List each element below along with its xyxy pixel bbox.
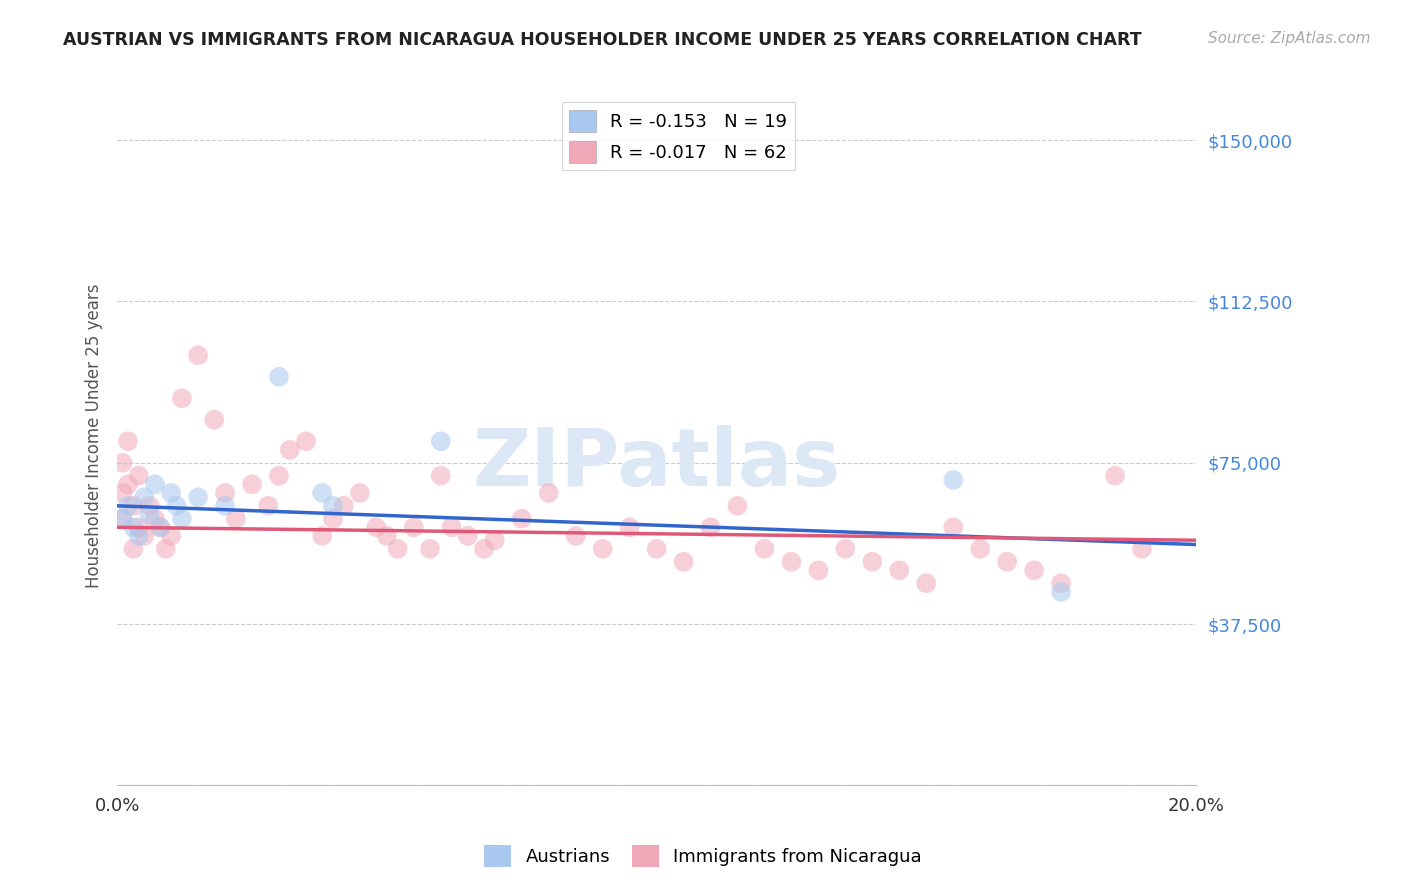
Point xyxy=(727,499,749,513)
Point xyxy=(322,499,344,513)
Point xyxy=(214,486,236,500)
Point xyxy=(1104,468,1126,483)
Point xyxy=(942,473,965,487)
Point xyxy=(187,348,209,362)
Point xyxy=(166,499,188,513)
Point xyxy=(619,520,641,534)
Point xyxy=(387,541,409,556)
Point xyxy=(311,486,333,500)
Point xyxy=(122,499,145,513)
Point xyxy=(672,555,695,569)
Point xyxy=(111,512,134,526)
Point xyxy=(807,563,830,577)
Point xyxy=(170,512,193,526)
Point xyxy=(122,520,145,534)
Point xyxy=(111,456,134,470)
Point xyxy=(225,512,247,526)
Point xyxy=(138,508,160,522)
Point xyxy=(510,512,533,526)
Point xyxy=(780,555,803,569)
Point xyxy=(138,499,160,513)
Point xyxy=(160,529,183,543)
Point xyxy=(134,490,156,504)
Point xyxy=(187,490,209,504)
Point xyxy=(311,529,333,543)
Point xyxy=(754,541,776,556)
Point xyxy=(889,563,911,577)
Point xyxy=(537,486,560,500)
Point xyxy=(170,391,193,405)
Point xyxy=(440,520,463,534)
Point xyxy=(699,520,721,534)
Point xyxy=(995,555,1018,569)
Point xyxy=(134,529,156,543)
Point xyxy=(430,434,453,449)
Y-axis label: Householder Income Under 25 years: Householder Income Under 25 years xyxy=(86,284,103,588)
Point xyxy=(128,529,150,543)
Point xyxy=(267,468,290,483)
Point xyxy=(117,499,139,513)
Text: AUSTRIAN VS IMMIGRANTS FROM NICARAGUA HOUSEHOLDER INCOME UNDER 25 YEARS CORRELAT: AUSTRIAN VS IMMIGRANTS FROM NICARAGUA HO… xyxy=(63,31,1142,49)
Point xyxy=(430,468,453,483)
Point xyxy=(202,413,225,427)
Point xyxy=(942,520,965,534)
Point xyxy=(143,477,166,491)
Point xyxy=(117,434,139,449)
Point xyxy=(267,369,290,384)
Point xyxy=(1024,563,1046,577)
Point xyxy=(645,541,668,556)
Point xyxy=(122,541,145,556)
Point xyxy=(149,520,172,534)
Point xyxy=(332,499,354,513)
Point xyxy=(472,541,495,556)
Point xyxy=(1050,585,1073,599)
Legend: Austrians, Immigrants from Nicaragua: Austrians, Immigrants from Nicaragua xyxy=(477,838,929,874)
Point xyxy=(1050,576,1073,591)
Point xyxy=(143,512,166,526)
Point xyxy=(240,477,263,491)
Point xyxy=(214,499,236,513)
Point xyxy=(564,529,586,543)
Legend: R = -0.153   N = 19, R = -0.017   N = 62: R = -0.153 N = 19, R = -0.017 N = 62 xyxy=(561,103,794,169)
Point xyxy=(969,541,991,556)
Point xyxy=(149,520,172,534)
Point xyxy=(419,541,441,556)
Point xyxy=(1130,541,1153,556)
Point xyxy=(349,486,371,500)
Point xyxy=(160,486,183,500)
Point xyxy=(834,541,856,556)
Text: Source: ZipAtlas.com: Source: ZipAtlas.com xyxy=(1208,31,1371,46)
Point xyxy=(111,486,134,500)
Text: ZIPatlas: ZIPatlas xyxy=(472,425,841,503)
Point xyxy=(295,434,318,449)
Point xyxy=(915,576,938,591)
Point xyxy=(117,477,139,491)
Point xyxy=(128,520,150,534)
Point xyxy=(375,529,398,543)
Point xyxy=(402,520,425,534)
Point xyxy=(278,442,301,457)
Point xyxy=(364,520,387,534)
Point xyxy=(155,541,177,556)
Point xyxy=(592,541,614,556)
Point xyxy=(860,555,883,569)
Point xyxy=(457,529,479,543)
Point xyxy=(257,499,280,513)
Point xyxy=(484,533,506,548)
Point xyxy=(111,512,134,526)
Point xyxy=(322,512,344,526)
Point xyxy=(128,468,150,483)
